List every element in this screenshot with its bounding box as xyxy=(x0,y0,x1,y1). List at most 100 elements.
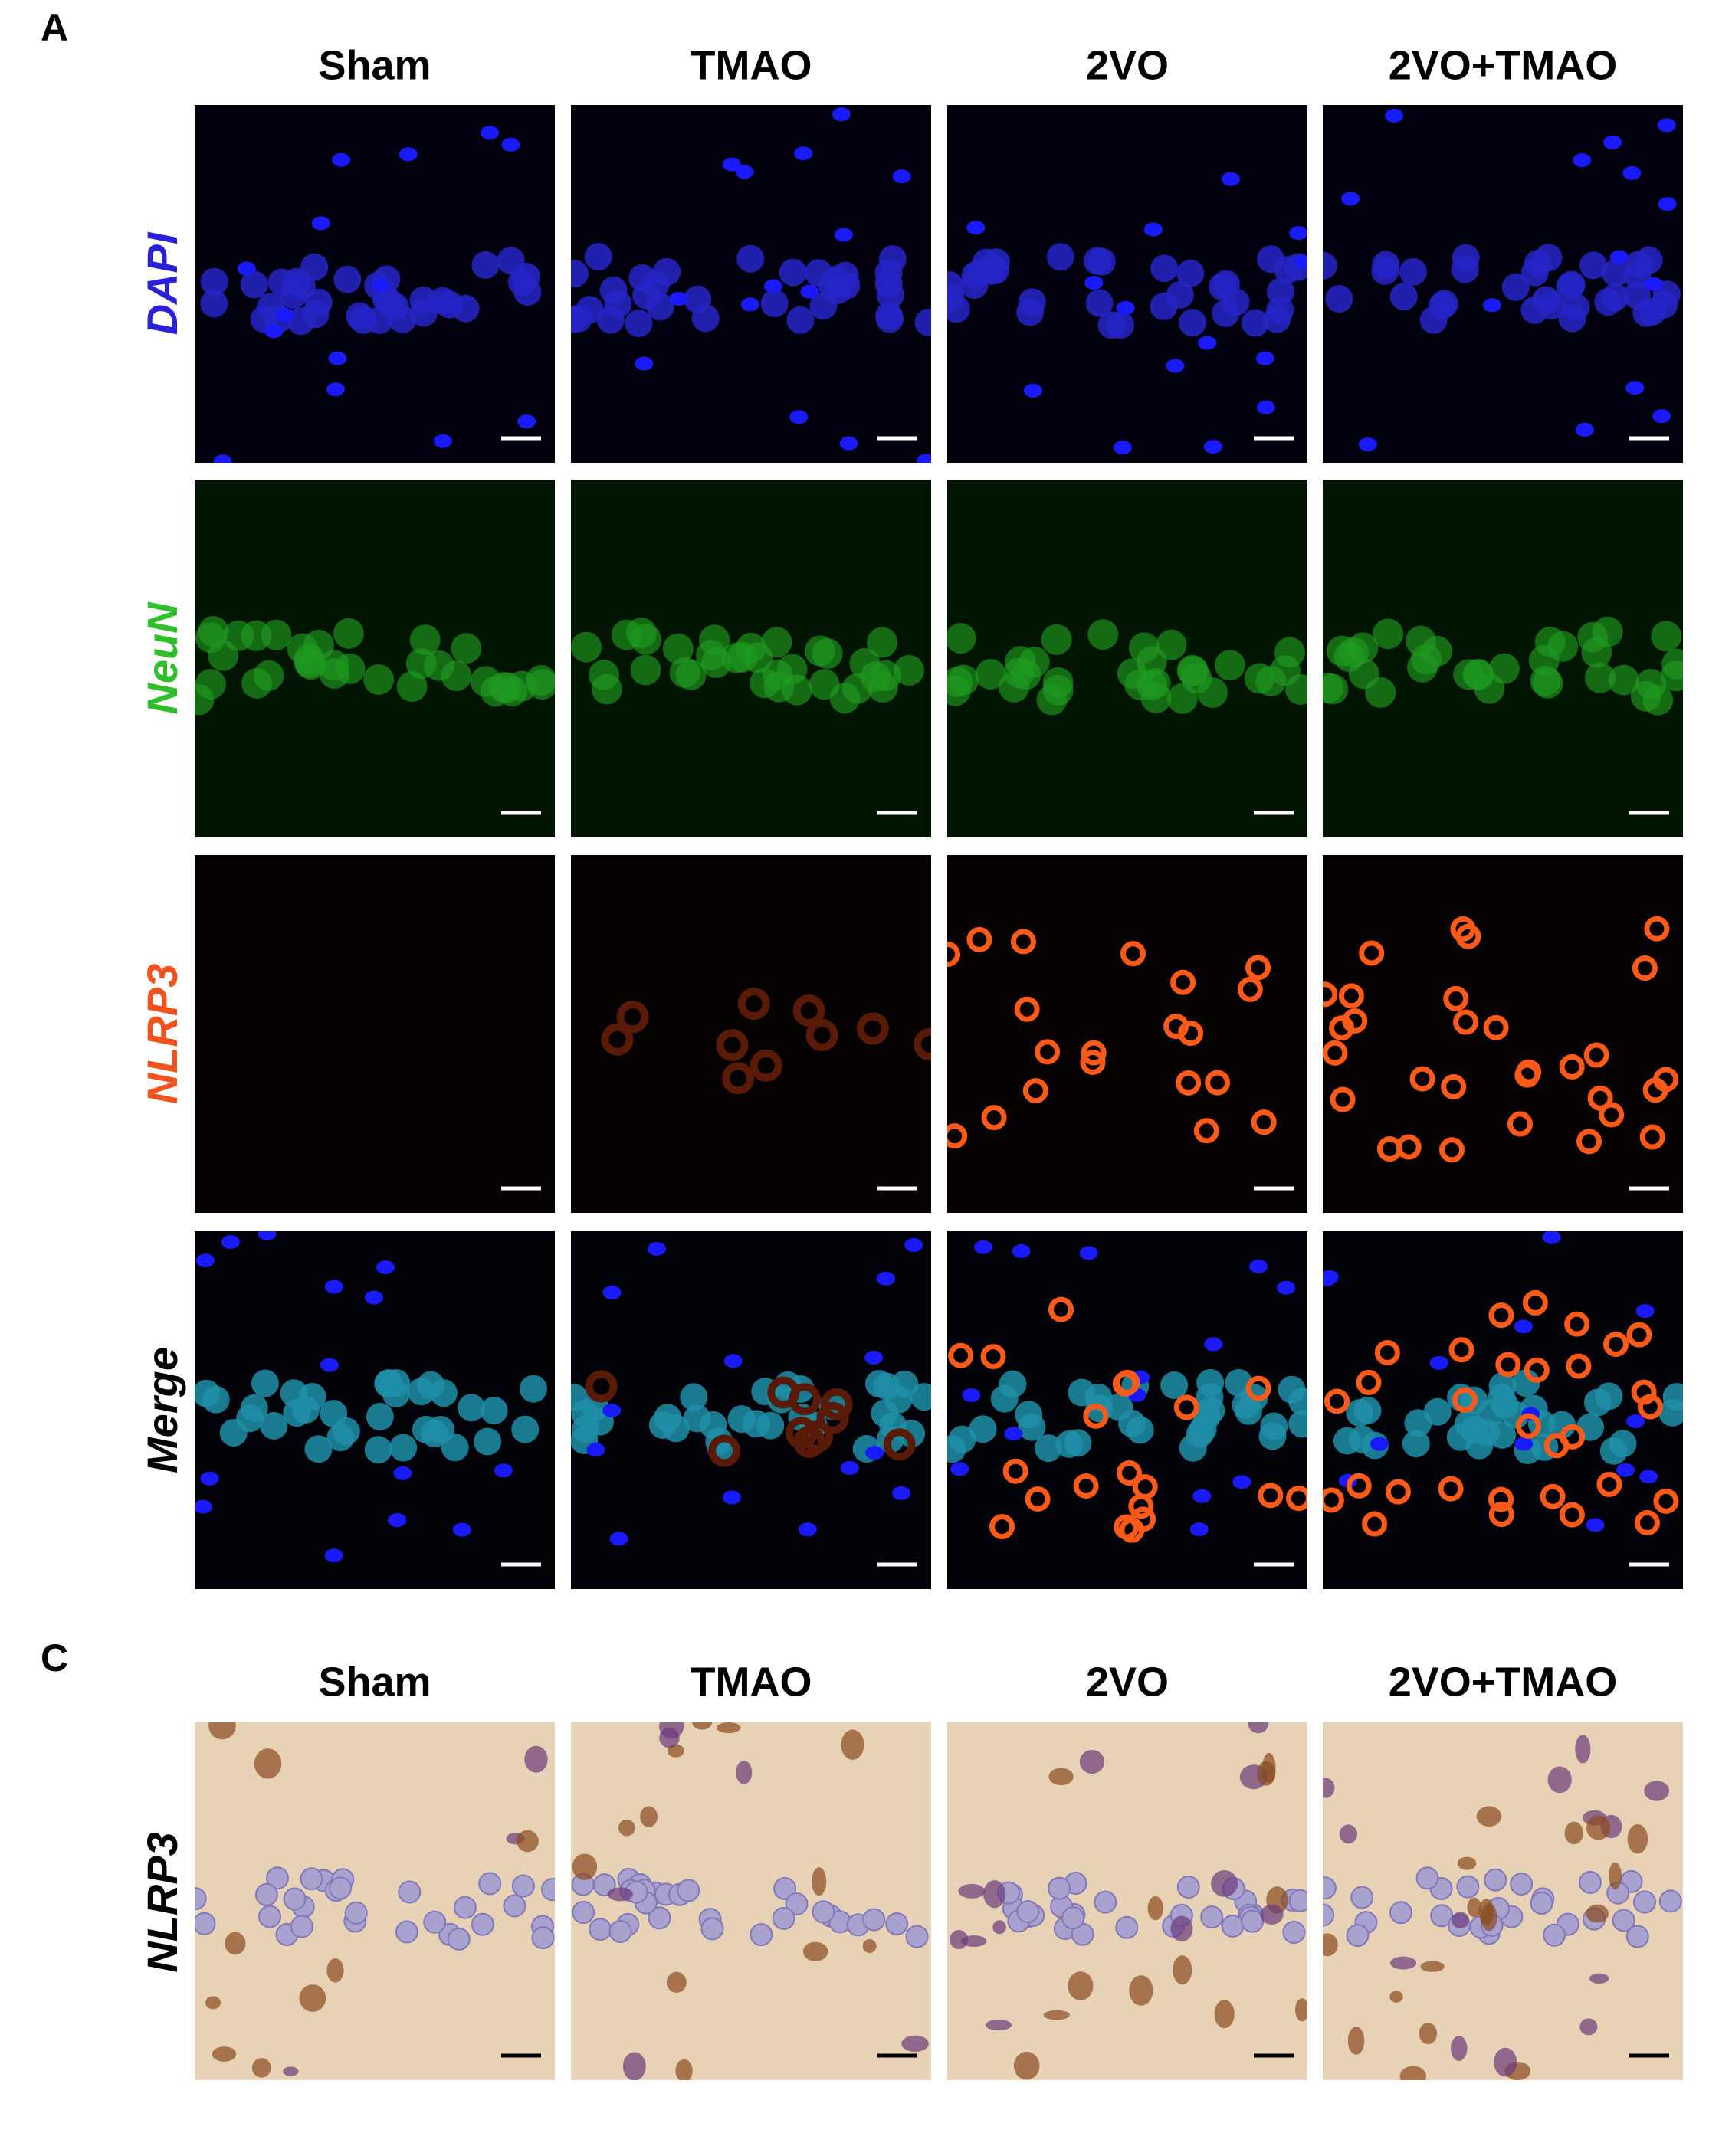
cell xyxy=(1041,624,1072,655)
cell xyxy=(873,1372,901,1401)
nucleus xyxy=(1622,165,1642,180)
nucleus xyxy=(876,1271,895,1286)
cell xyxy=(421,1420,449,1448)
nucleus xyxy=(399,147,418,162)
stain xyxy=(251,2058,271,2078)
nucleus xyxy=(195,1887,207,1911)
cell xyxy=(841,673,873,704)
row-label: Merge xyxy=(138,1347,186,1473)
nucleus xyxy=(862,1908,886,1932)
nucleus xyxy=(1639,1470,1658,1484)
image-tile xyxy=(947,105,1307,463)
nucleus xyxy=(447,1927,471,1951)
nucleus xyxy=(1094,1890,1117,1914)
image-tile xyxy=(195,1722,555,2080)
cell xyxy=(389,1434,418,1462)
cells xyxy=(571,1238,931,1546)
cell xyxy=(441,1434,469,1462)
cell xyxy=(571,260,589,288)
cells xyxy=(195,1722,555,2078)
stain xyxy=(666,1971,687,1993)
nucleus xyxy=(1341,192,1360,206)
stain xyxy=(1211,1869,1238,1897)
stain xyxy=(1627,1823,1648,1854)
stain xyxy=(1420,1961,1445,1972)
cell xyxy=(1136,670,1167,701)
nucleus xyxy=(602,1286,622,1300)
cell xyxy=(571,631,602,663)
stain xyxy=(1451,2036,1468,2061)
micrograph xyxy=(1323,1722,1683,2080)
nucleus xyxy=(609,1532,628,1546)
cell xyxy=(1055,1430,1084,1458)
nucleus xyxy=(1626,1414,1645,1428)
stain xyxy=(516,1830,539,1853)
stain xyxy=(326,1958,344,1983)
stain xyxy=(950,1930,969,1949)
cell xyxy=(684,285,712,313)
cells xyxy=(195,615,555,716)
stain xyxy=(225,1932,246,1955)
nucleus xyxy=(1415,1866,1439,1890)
nucleus xyxy=(1586,1518,1605,1532)
cell xyxy=(1083,247,1111,275)
nucleus xyxy=(328,351,347,365)
nucleus xyxy=(798,1522,817,1537)
nucleus xyxy=(647,1241,666,1256)
nucleus xyxy=(1625,381,1645,395)
cell xyxy=(1428,292,1456,320)
nlrp3-signal xyxy=(1587,1085,1613,1111)
cell xyxy=(428,287,457,315)
nucleus xyxy=(478,1872,502,1896)
nucleus xyxy=(763,279,782,293)
cell xyxy=(1323,251,1337,280)
nucleus xyxy=(398,1880,422,1904)
cell xyxy=(680,1383,708,1411)
cell xyxy=(675,659,707,690)
cell xyxy=(1373,618,1404,650)
stain xyxy=(1347,2027,1365,2055)
nlrp3-signal xyxy=(1324,1388,1350,1414)
cell xyxy=(1214,650,1245,681)
nlrp3-signal xyxy=(1455,923,1481,949)
cell xyxy=(1347,632,1379,664)
cell xyxy=(1126,1416,1154,1444)
nucleus xyxy=(1079,1246,1098,1260)
cell xyxy=(947,623,976,654)
cell xyxy=(251,1369,279,1397)
nucleus xyxy=(586,1442,605,1456)
column-header: TMAO xyxy=(691,1659,812,1705)
cell xyxy=(1488,1383,1516,1411)
cells xyxy=(571,1722,929,2080)
cell xyxy=(1160,1371,1189,1399)
cell xyxy=(1651,621,1682,652)
nucleus xyxy=(677,1879,700,1902)
stain xyxy=(572,1853,598,1880)
nlrp3-signal xyxy=(1583,1042,1609,1068)
row-label: NLRP3 xyxy=(138,1832,186,1973)
cells xyxy=(1323,1231,1683,1537)
nlrp3-signal xyxy=(1495,1352,1521,1378)
cell xyxy=(654,1404,682,1432)
nlrp3-signal xyxy=(1632,955,1658,981)
nlrp3-signal xyxy=(1516,1059,1542,1085)
nucleus xyxy=(511,1874,535,1898)
stain xyxy=(1048,1768,1074,1786)
nlrp3-signal xyxy=(1173,1394,1199,1420)
nucleus xyxy=(1658,1889,1682,1913)
cell xyxy=(320,1400,348,1428)
nlrp3-signal xyxy=(805,1018,838,1051)
nucleus xyxy=(1288,1889,1307,1912)
nucleus xyxy=(481,126,500,140)
stain xyxy=(640,1806,658,1827)
nucleus xyxy=(195,1912,216,1935)
nlrp3-signal xyxy=(1564,1311,1590,1337)
cell xyxy=(409,286,438,314)
cells xyxy=(947,619,1307,716)
nucleus xyxy=(1277,1280,1296,1295)
cells xyxy=(1323,1735,1682,2080)
stain xyxy=(1257,1761,1276,1786)
row-label: NeuN xyxy=(138,601,186,715)
micrograph xyxy=(571,1722,931,2080)
